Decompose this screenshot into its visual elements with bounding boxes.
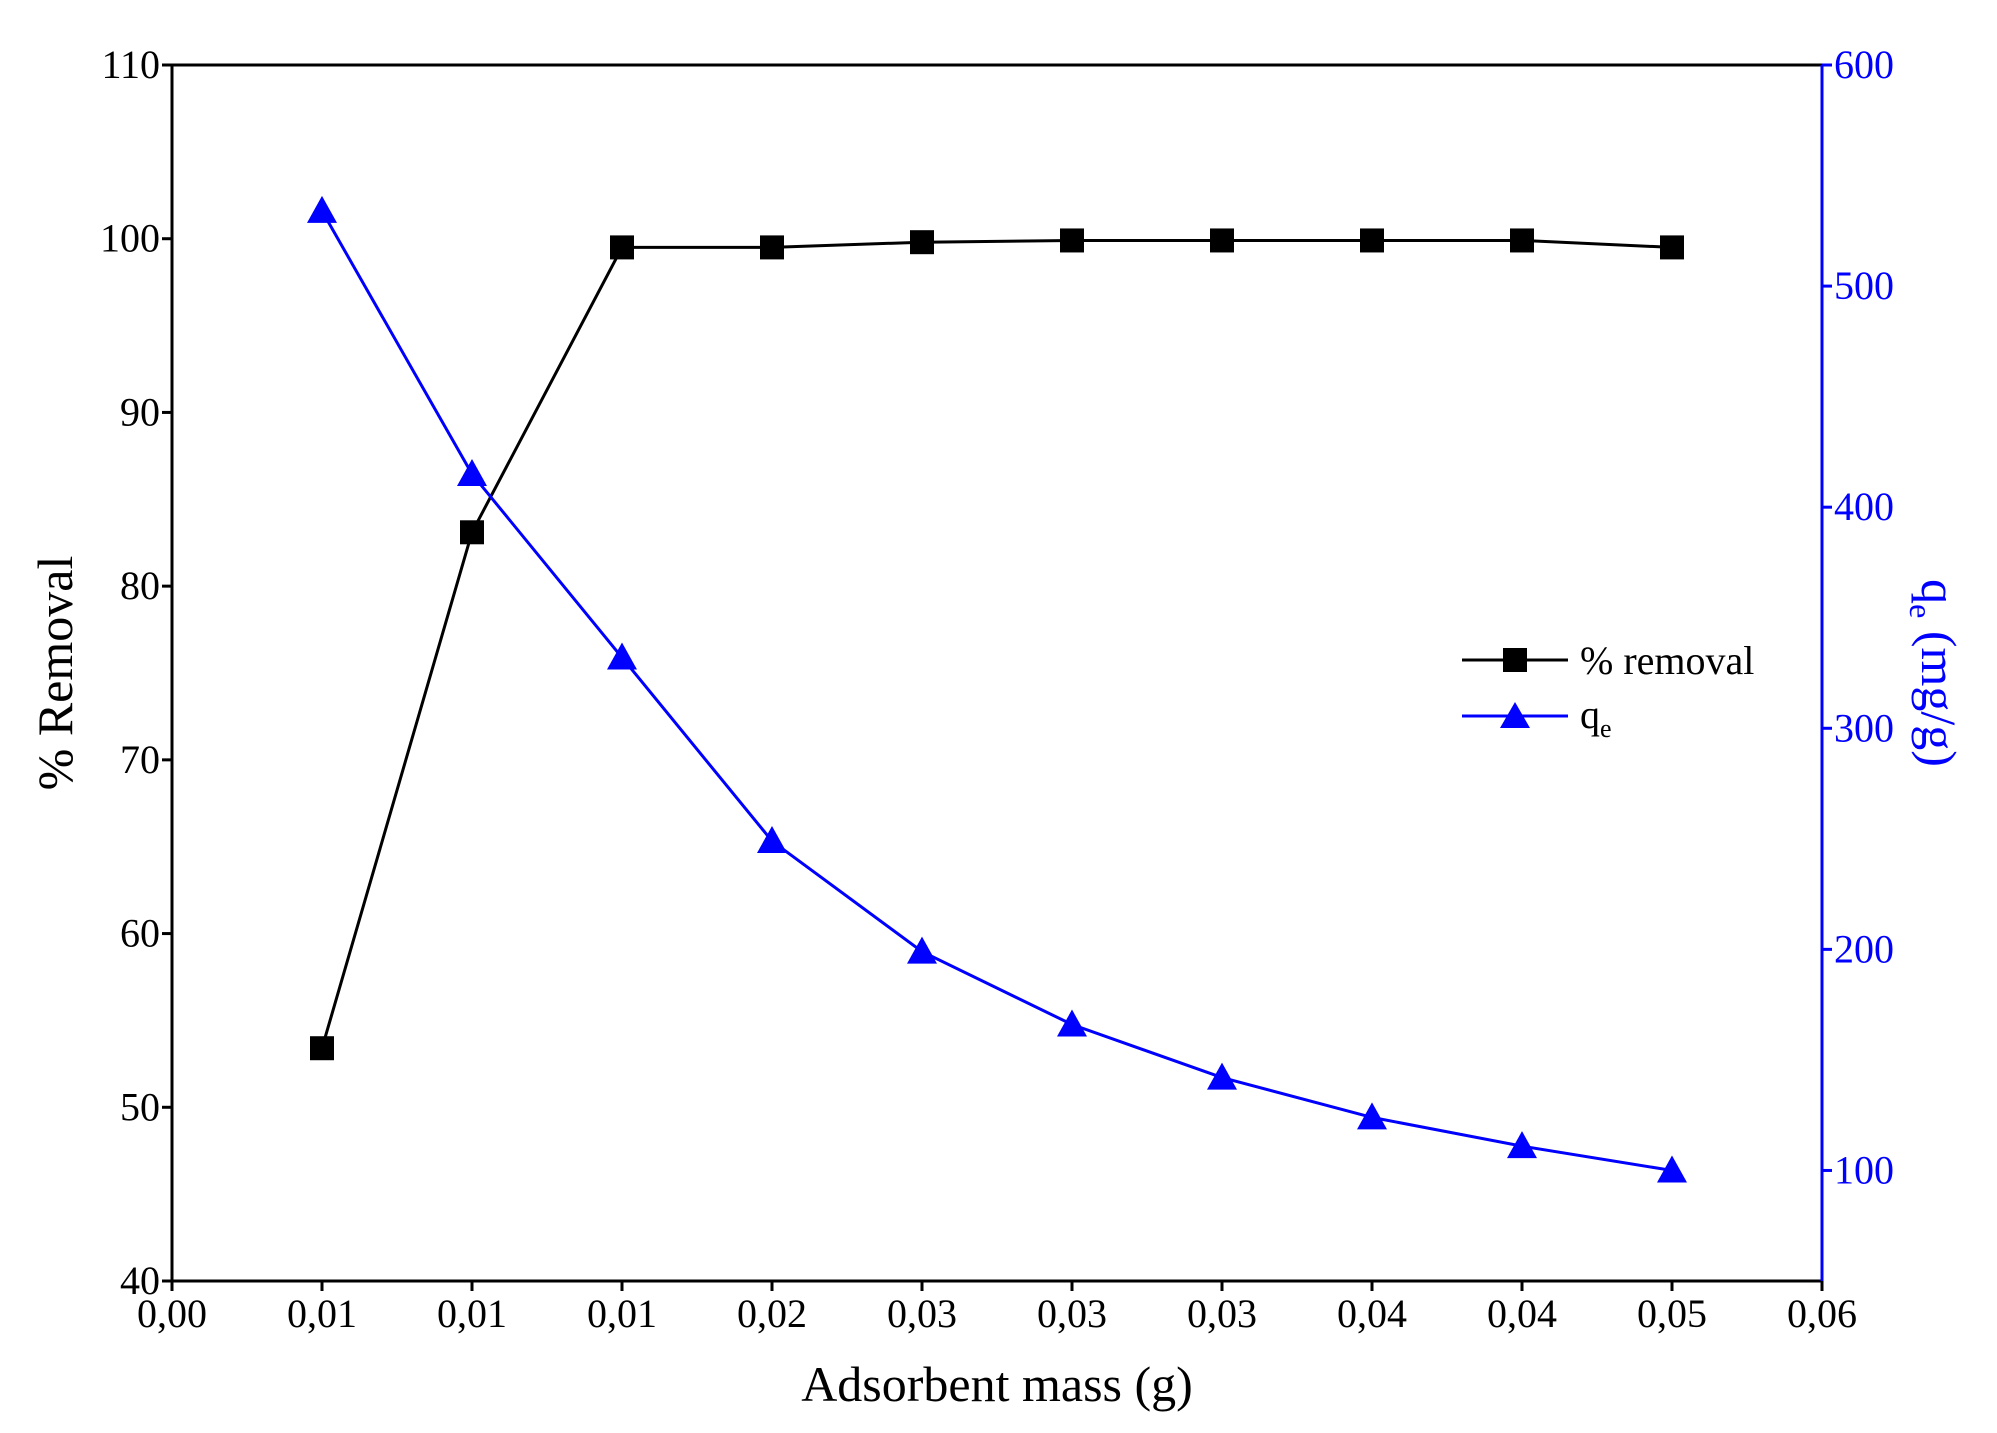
data-point-square	[1060, 228, 1084, 253]
y2-axis-title-unit: (mg/g)	[1911, 618, 1967, 767]
y-tick-label: 90	[120, 389, 160, 434]
data-point-square	[1210, 228, 1234, 253]
y2-tick-label: 100	[1834, 1147, 1894, 1192]
legend-qe-main: q	[1580, 692, 1600, 737]
data-point-square	[1660, 235, 1684, 260]
data-point-triangle	[757, 826, 787, 854]
x-tick-label: 0,04	[1337, 1291, 1407, 1336]
y-tick-label: 100	[100, 216, 160, 261]
x-tick-label: 0,06	[1787, 1291, 1857, 1336]
x-axis-title: Adsorbent mass (g)	[801, 1356, 1193, 1412]
data-point-triangle	[457, 459, 487, 487]
x-tick-label: 0,03	[1037, 1291, 1107, 1336]
legend-qe-label: qe	[1580, 692, 1612, 743]
x-tick-label: 0,04	[1487, 1291, 1557, 1336]
series-line	[320, 210, 1673, 1172]
data-point-square	[1510, 228, 1534, 253]
data-point-triangle	[907, 936, 937, 964]
data-point-triangle	[1357, 1102, 1387, 1130]
y-axis-title: % Removal	[27, 556, 83, 791]
series-qe	[307, 195, 1687, 1183]
y2-tick-label: 400	[1834, 484, 1894, 529]
y2-tick-label: 200	[1834, 926, 1894, 971]
legend-removal-label: % removal	[1580, 638, 1754, 683]
data-point-triangle	[607, 642, 637, 670]
y-tick-label: 50	[120, 1084, 160, 1129]
series-removal	[310, 228, 1684, 1061]
data-point-square	[760, 235, 784, 260]
legend: % removal qe	[1462, 638, 1754, 743]
data-point-triangle	[1057, 1009, 1087, 1037]
legend-qe-sub: e	[1600, 714, 1612, 743]
data-point-triangle	[1207, 1062, 1237, 1090]
y2-axis-title-sub: e	[1903, 604, 1939, 618]
data-point-triangle	[1657, 1155, 1687, 1183]
data-point-triangle	[307, 195, 337, 223]
x-tick-label: 0,03	[1187, 1291, 1257, 1336]
y-tick-label: 80	[120, 563, 160, 608]
y2-tick-label: 600	[1834, 42, 1894, 87]
x-tick-label: 0,00	[137, 1291, 207, 1336]
data-point-square	[310, 1036, 334, 1061]
data-point-triangle	[1507, 1131, 1537, 1159]
data-point-square	[910, 230, 934, 255]
data-point-square	[1360, 228, 1384, 253]
y2-axis-title: qe (mg/g)	[1903, 579, 1967, 767]
x-tick-label: 0,02	[737, 1291, 807, 1336]
axes: 40 50 60 70 80 90 100 110 100 200 300 400 500 600 0,00…	[27, 42, 1967, 1412]
y-tick-label: 40	[120, 1258, 160, 1303]
x-tick-label: 0,05	[1637, 1291, 1707, 1336]
x-tick-label: 0,01	[287, 1291, 357, 1336]
y-tick-label: 110	[101, 42, 160, 87]
x-tick-label: 0,01	[437, 1291, 507, 1336]
y2-tick-label: 300	[1834, 705, 1894, 750]
y2-axis-title-main: q	[1911, 579, 1967, 604]
y-tick-label: 60	[120, 911, 160, 956]
series-layer	[307, 195, 1687, 1183]
legend-removal-marker	[1503, 648, 1527, 672]
y-tick-label: 70	[120, 737, 160, 782]
y2-tick-label: 500	[1834, 263, 1894, 308]
series-line	[320, 238, 1673, 1049]
x-tick-label: 0,01	[587, 1291, 657, 1336]
legend-qe-marker	[1500, 702, 1530, 728]
data-point-square	[610, 235, 634, 260]
data-point-square	[460, 520, 484, 545]
x-tick-label: 0,03	[887, 1291, 957, 1336]
